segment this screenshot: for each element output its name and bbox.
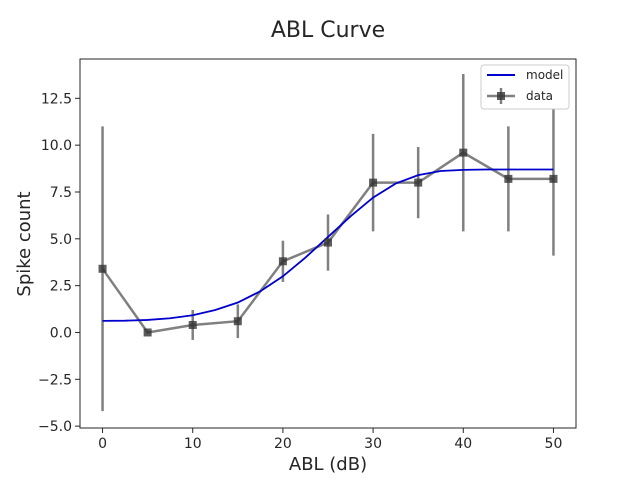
y-tick-label: 5.0 (50, 232, 72, 248)
y-axis-label: Spike count (14, 191, 35, 296)
data-point-marker (278, 257, 287, 266)
plot-area (98, 73, 558, 412)
chart-title: ABL Curve (271, 18, 385, 43)
data-point-marker (233, 317, 242, 326)
x-tick-label: 30 (364, 436, 382, 452)
data-point-marker (324, 238, 332, 247)
x-tick-label: 0 (98, 436, 107, 452)
x-axis-label: ABL (dB) (289, 454, 367, 475)
data-point-marker (98, 264, 107, 273)
data-point-marker (414, 178, 423, 187)
x-tick-label: 10 (184, 436, 202, 452)
y-tick-label: 2.5 (50, 279, 72, 295)
data-point-marker (188, 320, 197, 329)
x-axis: 0 10 20 30 40 50 (98, 428, 562, 452)
data-point-marker (549, 174, 558, 183)
y-axis: −5.0 −2.5 0.0 2.5 5.0 7.5 10.0 12.5 (38, 91, 80, 435)
data-point-marker (369, 178, 378, 187)
x-tick-label: 40 (454, 436, 472, 452)
data-point-marker (143, 328, 152, 337)
y-tick-label: 7.5 (50, 185, 72, 201)
data-point-marker (459, 148, 468, 157)
legend: model data (480, 64, 570, 110)
y-tick-label: −2.5 (38, 372, 72, 388)
legend-data-label: data (526, 89, 553, 103)
y-tick-label: 12.5 (41, 91, 72, 107)
data-point-marker (504, 174, 513, 183)
y-tick-label: 10.0 (41, 138, 72, 154)
x-tick-label: 50 (545, 436, 563, 452)
plot-frame (79, 58, 577, 429)
y-tick-label: 0.0 (50, 325, 72, 341)
legend-model-label: model (526, 68, 563, 82)
model-series-line (102, 168, 554, 322)
x-tick-label: 20 (274, 436, 292, 452)
legend-data-swatch-marker (497, 92, 505, 100)
y-tick-label: −5.0 (38, 419, 72, 435)
